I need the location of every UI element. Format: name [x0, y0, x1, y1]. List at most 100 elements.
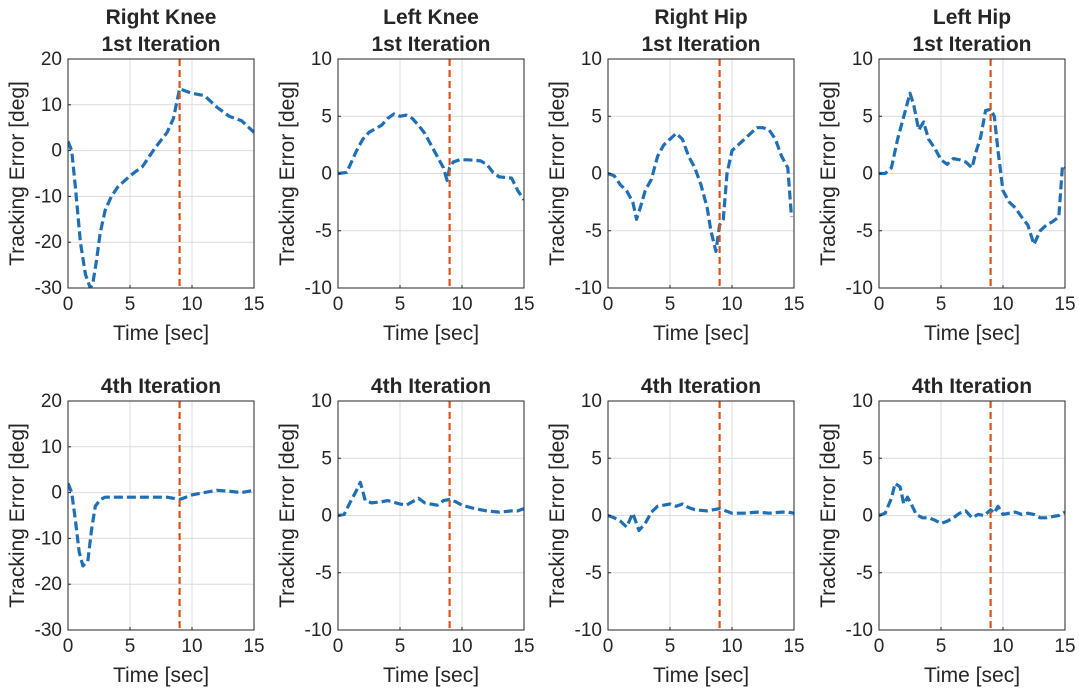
series-line — [68, 87, 254, 288]
y-tick-label: 0 — [51, 141, 62, 162]
y-tick-label: -10 — [35, 528, 62, 549]
subplot-7: 0 5 10 15 -10 -5 0 5 10 Time [sec] Tracking Error … — [546, 375, 805, 687]
subplot-title: 4th Iteration — [371, 375, 491, 398]
series-line — [608, 502, 794, 533]
series-line — [879, 481, 1065, 526]
subplot-title: 4th Iteration — [912, 375, 1032, 398]
y-tick-label: -5 — [315, 563, 332, 584]
y-tick-label: -20 — [35, 232, 62, 253]
x-axis-label: Time [sec] — [924, 664, 1020, 687]
x-axis-label: Time [sec] — [924, 322, 1020, 345]
subplot-title: Left Hip — [933, 6, 1011, 29]
y-tick-label: -10 — [846, 620, 873, 641]
x-tick-label: 5 — [936, 294, 947, 315]
x-tick-label: 10 — [992, 636, 1013, 657]
y-tick-label: -5 — [585, 221, 602, 242]
subplot-4: 0 5 10 15 -10 -5 0 5 10 Time [sec] Tracking Error … — [817, 6, 1076, 345]
y-tick-label: 0 — [321, 164, 332, 185]
y-axis-label: Tracking Error [deg] — [817, 423, 840, 608]
y-tick-label: 5 — [321, 448, 332, 469]
subplot-6: 0 5 10 15 -10 -5 0 5 10 Time [sec] Tracking Error … — [276, 375, 535, 687]
x-tick-label: 10 — [451, 294, 472, 315]
x-tick-label: 15 — [783, 636, 804, 657]
y-tick-label: 5 — [862, 106, 873, 127]
y-axis-label: Tracking Error [deg] — [6, 423, 29, 608]
subplot-title: Left Knee — [383, 6, 479, 29]
x-tick-label: 15 — [243, 636, 264, 657]
y-axis-label: Tracking Error [deg] — [6, 81, 29, 266]
y-tick-label: 10 — [852, 49, 873, 70]
y-tick-label: -10 — [846, 278, 873, 299]
subplot-title: 1st Iteration — [101, 33, 220, 56]
y-tick-label: -10 — [35, 186, 62, 207]
y-tick-label: 10 — [581, 49, 602, 70]
y-tick-label: -20 — [35, 574, 62, 595]
y-tick-label: 20 — [41, 391, 62, 412]
x-tick-label: 5 — [936, 636, 947, 657]
y-axis-label: Tracking Error [deg] — [276, 423, 299, 608]
y-tick-label: 0 — [51, 483, 62, 504]
x-tick-label: 0 — [874, 294, 885, 315]
x-tick-label: 10 — [451, 636, 472, 657]
x-tick-label: 15 — [513, 294, 534, 315]
y-tick-label: 10 — [41, 95, 62, 116]
x-tick-label: 15 — [1054, 636, 1075, 657]
x-axis-label: Time [sec] — [383, 322, 479, 345]
y-tick-label: 0 — [862, 164, 873, 185]
x-tick-label: 0 — [63, 294, 74, 315]
y-tick-label: -30 — [35, 620, 62, 641]
subplot-title: 1st Iteration — [641, 33, 760, 56]
y-tick-label: 10 — [311, 391, 332, 412]
x-tick-label: 10 — [721, 294, 742, 315]
y-tick-label: -5 — [856, 563, 873, 584]
y-axis-label: Tracking Error [deg] — [546, 81, 569, 266]
x-tick-label: 15 — [1054, 294, 1075, 315]
x-tick-label: 5 — [665, 636, 676, 657]
y-tick-label: 0 — [862, 506, 873, 527]
y-tick-label: -5 — [585, 563, 602, 584]
subplot-5: 0 5 10 15 -30 -20 -10 0 10 20 Time [sec] Tracking E… — [6, 375, 265, 687]
x-axis-label: Time [sec] — [653, 664, 749, 687]
axes-box — [67, 400, 255, 631]
y-tick-label: -10 — [575, 278, 602, 299]
y-tick-label: 10 — [311, 49, 332, 70]
x-tick-label: 0 — [333, 636, 344, 657]
x-tick-label: 15 — [513, 636, 534, 657]
x-tick-label: 5 — [125, 294, 136, 315]
y-tick-label: 10 — [852, 391, 873, 412]
x-tick-label: 0 — [63, 636, 74, 657]
y-tick-label: 5 — [321, 106, 332, 127]
subplot-3: 0 5 10 15 -10 -5 0 5 10 Time [sec] Tracking Error … — [546, 6, 805, 345]
x-axis-label: Time [sec] — [113, 322, 209, 345]
x-tick-label: 0 — [874, 636, 885, 657]
subplot-title: Right Knee — [106, 6, 217, 29]
series-line — [879, 91, 1065, 247]
x-tick-label: 0 — [603, 294, 614, 315]
x-axis-label: Time [sec] — [113, 664, 209, 687]
y-tick-label: 0 — [591, 164, 602, 185]
y-tick-label: 10 — [41, 437, 62, 458]
series-line — [68, 482, 254, 568]
y-tick-label: 0 — [321, 506, 332, 527]
series-line — [338, 112, 524, 201]
y-axis-label: Tracking Error [deg] — [546, 423, 569, 608]
subplot-title: Right Hip — [654, 6, 747, 29]
y-tick-label: -30 — [35, 278, 62, 299]
subplot-2: 0 5 10 15 -10 -5 0 5 10 Time [sec] Tracking Error … — [276, 6, 535, 345]
y-tick-label: -10 — [305, 278, 332, 299]
y-axis-label: Tracking Error [deg] — [817, 81, 840, 266]
x-tick-label: 10 — [181, 636, 202, 657]
subplot-8: 0 5 10 15 -10 -5 0 5 10 Time [sec] Tracking Error … — [817, 375, 1076, 687]
x-tick-label: 10 — [992, 294, 1013, 315]
subplot-1: 0 5 10 15 -30 -20 -10 0 10 20 Time [sec] Tracking E… — [6, 6, 265, 345]
subplot-title: 4th Iteration — [641, 375, 761, 398]
series-line — [338, 480, 524, 518]
x-tick-label: 5 — [395, 294, 406, 315]
subplot-title: 4th Iteration — [101, 375, 221, 398]
subplot-title: 1st Iteration — [371, 33, 490, 56]
x-axis-label: Time [sec] — [653, 322, 749, 345]
y-tick-label: 10 — [581, 391, 602, 412]
y-tick-label: 5 — [862, 448, 873, 469]
x-tick-label: 15 — [243, 294, 264, 315]
subplot-title: 1st Iteration — [912, 33, 1031, 56]
